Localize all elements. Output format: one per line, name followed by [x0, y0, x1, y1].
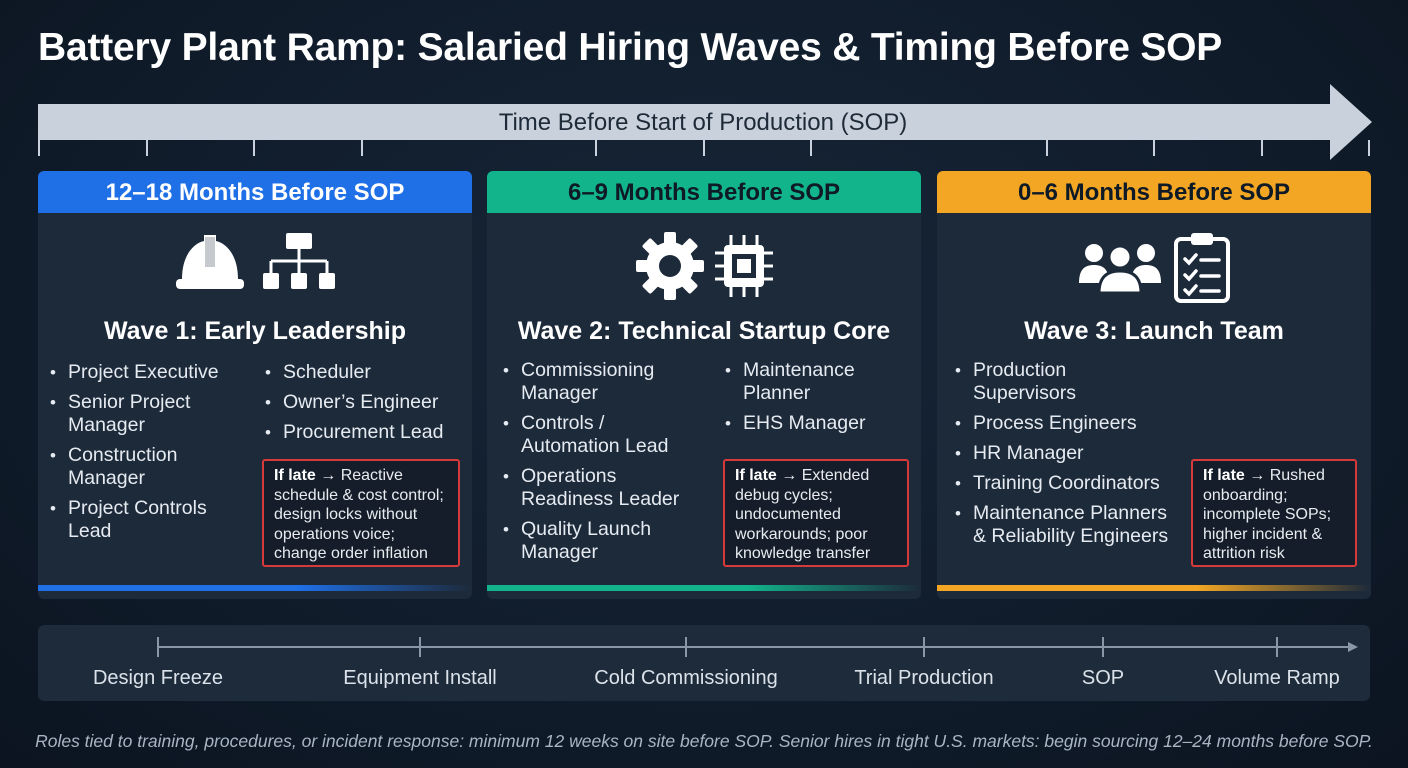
role-item: Senior Project Manager: [48, 391, 248, 437]
role-item: Controls / Automation Lead: [501, 412, 707, 458]
role-item: Training Coordinators: [953, 472, 1173, 495]
gear-icon: [636, 232, 704, 300]
page-title: Battery Plant Ramp: Salaried Hiring Wave…: [38, 26, 1223, 69]
late-text: Rushed onboarding; incomplete SOPs; high…: [1203, 467, 1332, 562]
milestone-label: Design Freeze: [92, 667, 224, 689]
role-item: Production Supervisors: [953, 359, 1173, 405]
wave-1-late-warning: If late → Reactive schedule & cost contr…: [262, 459, 460, 567]
wave-3-title: Wave 3: Launch Team: [1024, 317, 1284, 345]
milestone-timeline: Design Freeze Equipment Install Cold Com…: [38, 625, 1370, 701]
late-label: If late: [1203, 467, 1245, 484]
milestone-label: Cold Commissioning: [594, 667, 778, 689]
wave-1-roles-col1: Project Executive Senior Project Manager…: [48, 361, 248, 550]
role-item: Maintenance Planner: [723, 359, 913, 405]
team-icon: [1079, 244, 1161, 295]
role-item: HR Manager: [953, 442, 1173, 465]
milestone-label: Volume Ramp: [1214, 667, 1340, 689]
wave-1-panel: 12–18 Months Before SOP Wave 1: Early Le…: [38, 171, 472, 599]
wave-2-title: Wave 2: Technical Startup Core: [517, 317, 891, 345]
hard-hat-icon: [176, 235, 244, 289]
wave-3-icons: [937, 227, 1371, 307]
wave-2-icons: [487, 227, 921, 307]
wave-1-accent-bar: [38, 585, 472, 591]
role-item: Process Engineers: [953, 412, 1173, 435]
wave-3-panel: 0–6 Months Before SOP: [937, 171, 1371, 599]
role-item: Operations Readiness Leader: [501, 465, 707, 511]
role-item: Commissioning Manager: [501, 359, 707, 405]
wave-3-accent-bar: [937, 585, 1371, 591]
role-item: Maintenance Planners & Reliability Engin…: [953, 502, 1173, 548]
milestone-axis: [157, 637, 1358, 657]
wave-2-late-warning: If late → Extended debug cycles; undocum…: [723, 459, 909, 567]
late-label: If late: [274, 467, 316, 484]
wave-2-accent-bar: [487, 585, 921, 591]
arrow-icon: →: [1249, 467, 1266, 484]
role-item: Project Controls Lead: [48, 497, 248, 543]
milestone-label: SOP: [1081, 667, 1125, 689]
wave-3-header: 0–6 Months Before SOP: [937, 171, 1371, 213]
role-item: Project Executive: [48, 361, 248, 384]
chip-icon: [715, 235, 773, 297]
time-arrow: [38, 84, 1372, 160]
role-item: Scheduler: [263, 361, 468, 384]
milestone-label: Equipment Install: [343, 667, 497, 689]
role-item: Construction Manager: [48, 444, 248, 490]
wave-2-roles-col2: Maintenance Planner EHS Manager: [723, 359, 913, 442]
role-item: Quality Launch Manager: [501, 518, 707, 564]
arrow-icon: →: [781, 467, 798, 484]
wave-3-roles-col1: Production Supervisors Process Engineers…: [953, 359, 1173, 555]
wave-2-roles-col1: Commissioning Manager Controls / Automat…: [501, 359, 707, 571]
late-text: Reactive schedule & cost control; design…: [274, 467, 444, 562]
wave-1-roles-col2: Scheduler Owner’s Engineer Procurement L…: [263, 361, 468, 451]
clipboard-checklist-icon: [1174, 233, 1230, 303]
org-chart-icon: [263, 233, 335, 289]
role-item: EHS Manager: [723, 412, 913, 435]
wave-1-title: Wave 1: Early Leadership: [104, 317, 406, 345]
wave-1-icons: [38, 227, 472, 307]
wave-2-header: 6–9 Months Before SOP: [487, 171, 921, 213]
milestone-label: Trial Production: [854, 667, 994, 689]
wave-1-header: 12–18 Months Before SOP: [38, 171, 472, 213]
late-label: If late: [735, 467, 777, 484]
arrow-icon: →: [320, 467, 337, 484]
late-text: Extended debug cycles; undocumented work…: [735, 467, 871, 562]
wave-2-panel: 6–9 Months Before SOP: [487, 171, 921, 599]
timeline-label: Time Before Start of Production (SOP): [498, 109, 908, 136]
role-item: Procurement Lead: [263, 421, 468, 444]
footnote: Roles tied to training, procedures, or i…: [35, 731, 1373, 751]
wave-3-late-warning: If late → Rushed onboarding; incomplete …: [1191, 459, 1357, 567]
role-item: Owner’s Engineer: [263, 391, 468, 414]
